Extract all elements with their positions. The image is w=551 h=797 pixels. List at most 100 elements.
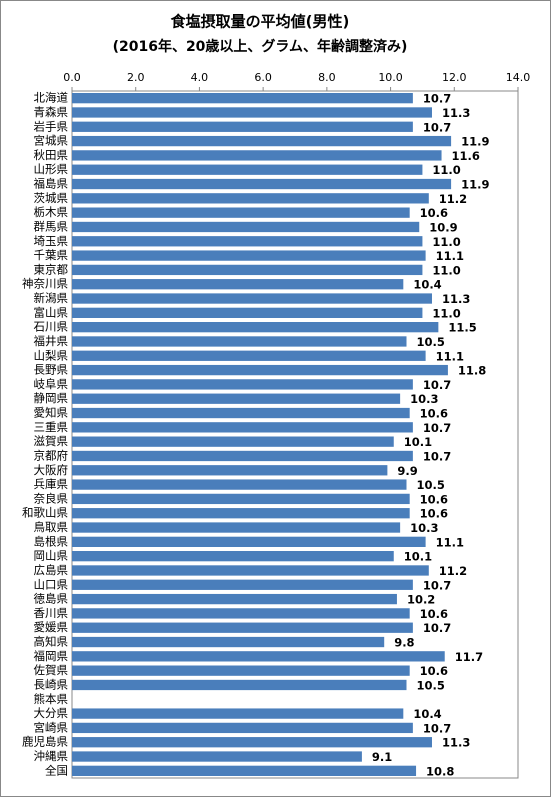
y-tick-label: 熊本県 <box>34 692 69 706</box>
y-tick-label: 岐阜県 <box>34 377 69 391</box>
bar <box>72 164 423 175</box>
value-label: 11.1 <box>436 249 464 263</box>
bar <box>72 450 413 462</box>
bar <box>72 608 410 619</box>
bar <box>72 364 448 376</box>
y-tick-label: 新潟県 <box>34 291 69 305</box>
y-tick-label: 沖縄県 <box>34 749 69 763</box>
value-label: 10.1 <box>404 435 432 449</box>
value-label: 11.0 <box>432 235 460 249</box>
x-tick-label: 14.0 <box>506 71 531 84</box>
bar <box>72 193 429 204</box>
value-label: 11.5 <box>448 321 476 335</box>
bar <box>72 737 432 748</box>
bar <box>72 135 452 147</box>
chart-subtitle: (2016年、20歳以上、グラム、年齢調整済み) <box>113 38 408 55</box>
value-label: 10.1 <box>404 550 432 564</box>
value-label: 10.6 <box>420 492 448 506</box>
value-label: 11.7 <box>455 650 483 664</box>
y-tick-label: 高知県 <box>34 635 69 649</box>
bar <box>72 722 413 734</box>
bar <box>72 178 452 190</box>
bar <box>72 379 413 390</box>
bar <box>72 579 413 590</box>
y-tick-label: 山形県 <box>34 162 69 176</box>
value-label: 10.7 <box>423 449 451 463</box>
value-label: 11.6 <box>452 149 480 163</box>
value-label: 10.7 <box>423 578 451 592</box>
value-label: 11.9 <box>461 178 489 192</box>
bar <box>72 465 388 476</box>
y-tick-label: 栃木県 <box>34 205 69 219</box>
y-tick-label: 福井県 <box>34 334 69 348</box>
value-label: 10.6 <box>420 664 448 678</box>
y-tick-label: 北海道 <box>34 91 69 105</box>
bar <box>72 479 407 490</box>
bar <box>72 593 397 605</box>
bar <box>72 350 426 361</box>
bar <box>72 636 385 648</box>
chart-title: 食塩摂取量の平均値(男性) <box>171 13 350 31</box>
x-tick-label: 10.0 <box>378 71 403 84</box>
y-tick-label: 群馬県 <box>34 219 69 233</box>
value-label: 10.7 <box>423 92 451 106</box>
y-tick-label: 福島県 <box>34 177 69 191</box>
y-tick-label: 和歌山県 <box>22 506 68 520</box>
bar <box>72 121 413 132</box>
y-tick-label: 青森県 <box>34 105 69 119</box>
bar <box>72 536 426 547</box>
bar <box>72 107 432 118</box>
value-label: 11.2 <box>439 564 467 578</box>
y-tick-label: 香川県 <box>34 606 69 620</box>
value-label: 10.7 <box>423 621 451 635</box>
bar <box>72 93 413 104</box>
value-label: 10.6 <box>420 206 448 220</box>
y-tick-label: 秋田県 <box>34 148 69 162</box>
value-label: 11.9 <box>461 135 489 149</box>
bar <box>72 150 442 161</box>
y-tick-label: 三重県 <box>34 420 69 434</box>
value-label: 11.0 <box>432 163 460 177</box>
value-label: 11.3 <box>442 736 470 750</box>
value-label: 10.9 <box>429 220 457 234</box>
value-label: 10.5 <box>417 478 445 492</box>
bar <box>72 221 420 233</box>
value-label: 11.3 <box>442 292 470 306</box>
y-tick-label: 宮城県 <box>34 134 69 148</box>
bar <box>72 293 432 304</box>
value-label: 10.5 <box>417 335 445 349</box>
x-tick-label: 8.0 <box>318 71 336 84</box>
value-label: 10.4 <box>413 278 441 292</box>
bar <box>72 250 426 261</box>
y-tick-label: 佐賀県 <box>34 663 69 677</box>
bar <box>72 307 423 318</box>
y-tick-label: 滋賀県 <box>34 434 69 448</box>
y-tick-label: 奈良県 <box>34 491 69 505</box>
y-tick-label: 茨城県 <box>34 191 69 205</box>
x-tick-label: 2.0 <box>127 71 145 84</box>
x-tick-label: 12.0 <box>442 71 467 84</box>
y-tick-label: 東京都 <box>34 262 69 276</box>
value-label: 9.9 <box>397 464 417 478</box>
bar <box>72 207 410 218</box>
bar <box>72 622 413 633</box>
value-label: 11.8 <box>458 364 486 378</box>
bar <box>72 322 439 333</box>
bar <box>72 493 410 505</box>
y-tick-label: 岩手県 <box>34 119 69 133</box>
y-tick-label: 広島県 <box>34 563 69 577</box>
y-tick-label: 大阪府 <box>34 463 69 477</box>
y-tick-label: 長野県 <box>34 363 69 377</box>
y-tick-label: 愛媛県 <box>34 620 69 634</box>
value-label: 10.6 <box>420 607 448 621</box>
y-tick-label: 静岡県 <box>34 391 69 405</box>
bar <box>72 407 410 419</box>
y-tick-label: 山口県 <box>34 577 69 591</box>
value-label: 11.2 <box>439 192 467 206</box>
bar <box>72 422 413 433</box>
y-tick-label: 鳥取県 <box>34 520 69 534</box>
value-label: 10.7 <box>423 721 451 735</box>
x-tick-label: 4.0 <box>191 71 209 84</box>
bar <box>72 679 407 691</box>
